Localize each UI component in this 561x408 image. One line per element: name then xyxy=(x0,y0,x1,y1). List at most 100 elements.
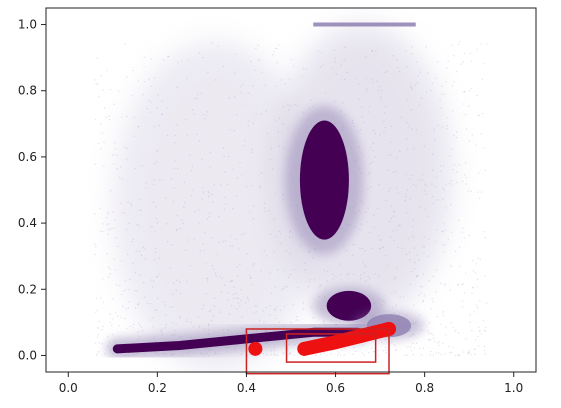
density-speck xyxy=(444,353,446,355)
density-speck xyxy=(112,298,114,300)
density-speck xyxy=(352,244,354,246)
density-speck xyxy=(390,236,392,238)
density-speck xyxy=(368,285,371,288)
density-speck xyxy=(432,275,435,278)
density-speck xyxy=(302,302,305,304)
density-speck xyxy=(277,131,280,133)
density-speck xyxy=(383,131,385,133)
density-speck xyxy=(229,280,231,283)
density-speck xyxy=(440,353,443,356)
density-speck xyxy=(410,109,413,111)
density-speck xyxy=(337,351,340,353)
density-speck xyxy=(416,81,419,84)
density-speck xyxy=(251,148,254,150)
density-speck xyxy=(372,350,375,353)
density-speck xyxy=(365,77,368,80)
density-speck xyxy=(240,173,243,176)
density-speck xyxy=(101,230,104,233)
density-speck xyxy=(175,323,177,325)
density-speck xyxy=(365,221,368,223)
density-speck xyxy=(175,229,178,231)
density-speck xyxy=(392,307,394,309)
density-speck xyxy=(286,285,288,288)
density-speck xyxy=(423,252,425,255)
density-speck xyxy=(346,71,348,74)
density-speck xyxy=(388,220,391,223)
x-tick-label: 0.8 xyxy=(415,381,434,395)
density-speck xyxy=(279,233,282,235)
density-speck xyxy=(128,222,130,225)
density-speck xyxy=(228,313,231,315)
density-speck xyxy=(260,113,262,115)
density-speck xyxy=(197,93,199,96)
density-speck xyxy=(202,243,205,245)
density-speck xyxy=(207,280,209,283)
density-speck xyxy=(413,347,416,349)
density-speck xyxy=(395,348,398,351)
density-speck xyxy=(169,306,171,308)
density-speck xyxy=(275,235,277,238)
density-speck xyxy=(180,60,183,62)
density-speck xyxy=(161,179,163,181)
density-speck xyxy=(172,306,174,308)
density-speck xyxy=(210,42,213,44)
density-speck xyxy=(442,310,445,313)
density-speck xyxy=(160,330,163,333)
density-speck xyxy=(176,124,178,126)
density-speck xyxy=(260,270,262,272)
density-speck xyxy=(359,228,361,231)
density-speck xyxy=(145,181,147,184)
density-speck xyxy=(139,209,141,212)
density-speck xyxy=(137,126,140,128)
density-speck xyxy=(441,126,444,128)
density-speck xyxy=(453,163,456,166)
density-speck xyxy=(209,212,211,214)
density-speck xyxy=(406,148,409,150)
density-speck xyxy=(326,270,329,272)
density-speck xyxy=(467,190,470,192)
density-speck xyxy=(226,292,229,294)
density-speck xyxy=(333,49,336,51)
density-speck xyxy=(446,128,448,130)
density-speck xyxy=(186,77,188,80)
density-speck xyxy=(413,247,416,249)
density-speck xyxy=(374,156,377,158)
density-speck xyxy=(379,239,382,241)
density-speck xyxy=(150,101,152,103)
density-speck xyxy=(120,293,123,296)
density-speck xyxy=(126,115,128,118)
density-speck xyxy=(387,264,389,267)
density-speck xyxy=(451,148,453,150)
density-speck xyxy=(259,185,262,188)
density-speck xyxy=(445,326,447,328)
density-speck xyxy=(205,263,207,265)
density-speck xyxy=(289,273,291,276)
density-speck xyxy=(179,281,181,283)
density-speck xyxy=(433,128,435,131)
density-speck xyxy=(432,337,435,339)
density-speck xyxy=(407,238,409,240)
density-speck xyxy=(222,240,224,243)
density-speck xyxy=(211,193,213,196)
density-speck xyxy=(101,329,103,331)
density-speck xyxy=(454,330,456,333)
density-speck xyxy=(383,111,385,114)
density-speck xyxy=(95,311,97,313)
density-speck xyxy=(130,203,132,205)
density-speck xyxy=(108,276,110,278)
density-speck xyxy=(484,326,487,329)
density-speck xyxy=(379,85,381,87)
density-speck xyxy=(132,69,134,72)
highlight-point xyxy=(328,335,343,350)
density-speck xyxy=(106,69,108,72)
density-speck xyxy=(166,107,168,109)
density-speck xyxy=(396,59,398,61)
density-speck xyxy=(462,61,465,63)
density-speck xyxy=(308,251,310,253)
density-speck xyxy=(339,354,342,356)
density-speck xyxy=(198,209,200,211)
density-speck xyxy=(155,205,157,208)
density-speck xyxy=(467,353,469,355)
density-speck xyxy=(164,304,166,307)
density-speck xyxy=(174,160,176,162)
